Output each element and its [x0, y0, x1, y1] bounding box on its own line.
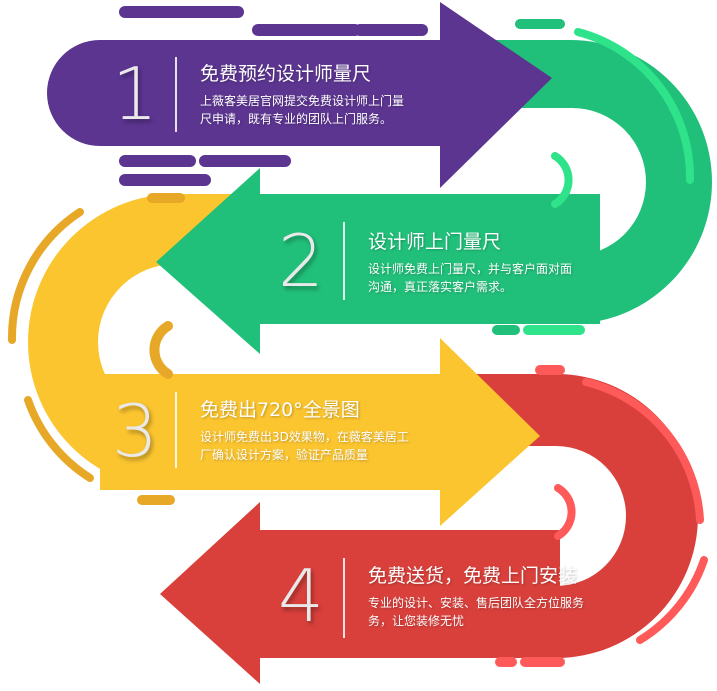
deco-arc-yellow-low	[24, 396, 94, 482]
deco-arc-red	[582, 378, 704, 524]
step-number: 3	[112, 389, 158, 473]
step-desc-line: 设计师免费出3D效果物，在薇客美居工	[200, 430, 409, 444]
step-divider	[343, 222, 345, 300]
arrow-1	[47, 2, 552, 188]
step-desc-line: 专业的设计、安装、售后团队全方位服务	[368, 596, 585, 610]
step-number: 4	[278, 554, 324, 638]
step-divider	[175, 57, 177, 132]
step-desc-line: 沟通，真正落实客户需求。	[368, 280, 513, 294]
step-title: 设计师上门量尺	[368, 231, 502, 253]
deco-arc-red-low	[636, 556, 708, 644]
step-desc-line: 务，让您装修无忧	[368, 614, 465, 628]
step-desc-line: 尺申请，既有专业的团队上门服务。	[200, 112, 393, 126]
deco-arc-red-inner	[554, 484, 576, 540]
deco-arc-yellow-inner	[149, 321, 173, 379]
step-title: 免费预约设计师量尺	[200, 63, 372, 85]
deco-arc-green	[574, 28, 695, 184]
step-desc-line: 厂确认设计方案，验证产品质量	[200, 448, 369, 462]
deco-arc-green-inner	[551, 152, 573, 208]
step-desc-line: 设计师免费上门量尺，并与客户面对面	[368, 262, 573, 276]
step-title: 免费出720°全景图	[200, 399, 360, 421]
deco-arc-yellow	[7, 208, 84, 344]
arrow-2	[156, 168, 600, 354]
step-divider	[175, 392, 177, 468]
step-title: 免费送货，免费上门安装	[368, 565, 578, 587]
step-divider	[343, 558, 345, 638]
step-number: 2	[278, 219, 324, 303]
arrow-3	[100, 338, 540, 526]
step-number: 1	[112, 52, 158, 136]
arrow-4	[160, 502, 560, 684]
step-desc-line: 上薇客美居官网提交免费设计师上门量	[200, 94, 405, 108]
